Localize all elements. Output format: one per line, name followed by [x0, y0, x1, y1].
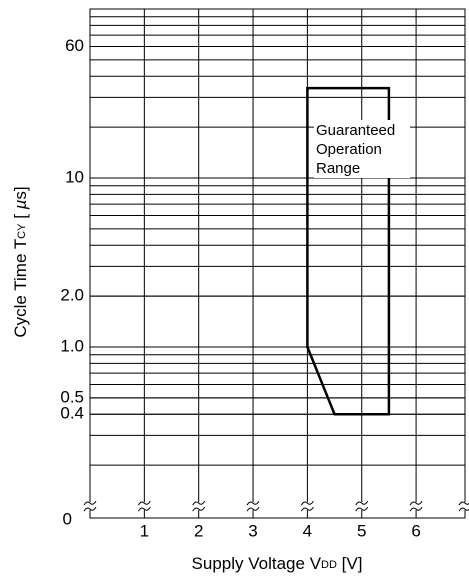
- y-tick-label: 2.0: [60, 286, 84, 305]
- annotation: Range: [316, 160, 360, 177]
- x-tick-label: 2: [194, 521, 203, 540]
- break-mark: [355, 506, 369, 512]
- break-mark: [409, 506, 423, 512]
- break-gap: [301, 502, 314, 511]
- break-gap: [84, 502, 96, 511]
- annotation: Guaranteed: [316, 122, 395, 139]
- annotation: Operation: [316, 141, 382, 158]
- break-mark: [246, 500, 260, 506]
- break-mark: [458, 507, 469, 512]
- y-axis-label-part: Cycle Time T: [11, 239, 30, 338]
- x-tick-label: 1: [140, 521, 149, 540]
- break-mark: [192, 500, 206, 506]
- region-line: [306, 86, 391, 416]
- y-tick-label: 0.5: [60, 387, 84, 406]
- break-mark: [300, 500, 314, 506]
- x-axis-label: Supply Voltage VDD [V]: [192, 554, 363, 573]
- break-mark: [83, 506, 97, 512]
- y-axis-label-part: [: [11, 209, 30, 223]
- y-break-label: 0: [63, 509, 72, 528]
- x-axis-label-part: Supply Voltage V: [192, 554, 322, 573]
- x-axis-label-part: [V]: [337, 554, 363, 573]
- y-axis-label-part: CY: [16, 223, 28, 239]
- break-mark: [192, 506, 206, 512]
- break-mark: [137, 500, 151, 506]
- x-tick-label: 5: [357, 521, 366, 540]
- x-axis-label-part: DD: [321, 559, 337, 571]
- break-gap: [459, 502, 469, 511]
- plot-frame: [89, 8, 466, 519]
- break-mark: [409, 500, 423, 506]
- break-gap: [192, 502, 205, 511]
- y-axis-label: Cycle Time TCY [ µs]: [11, 186, 30, 337]
- break-gap: [355, 502, 368, 511]
- y-tick-label: 60: [65, 36, 84, 55]
- break-gap: [138, 502, 151, 511]
- break-mark: [137, 506, 151, 512]
- x-tick-label: 4: [303, 521, 312, 540]
- break-mark: [355, 500, 369, 506]
- annotation-bg: [314, 120, 410, 178]
- y-axis-label-part: µ: [11, 199, 30, 210]
- y-tick-label: 10: [65, 167, 84, 186]
- break-mark: [458, 501, 469, 506]
- break-mark: [83, 500, 97, 506]
- y-axis-label-part: s]: [11, 186, 30, 199]
- x-tick-label: 3: [248, 521, 257, 540]
- y-tick-label: 1.0: [60, 336, 84, 355]
- break-gap: [247, 502, 260, 511]
- y-tick-label: 0.4: [60, 404, 84, 423]
- x-tick-label: 6: [411, 521, 420, 540]
- break-mark: [300, 506, 314, 512]
- break-mark: [246, 506, 260, 512]
- break-gap: [410, 502, 423, 511]
